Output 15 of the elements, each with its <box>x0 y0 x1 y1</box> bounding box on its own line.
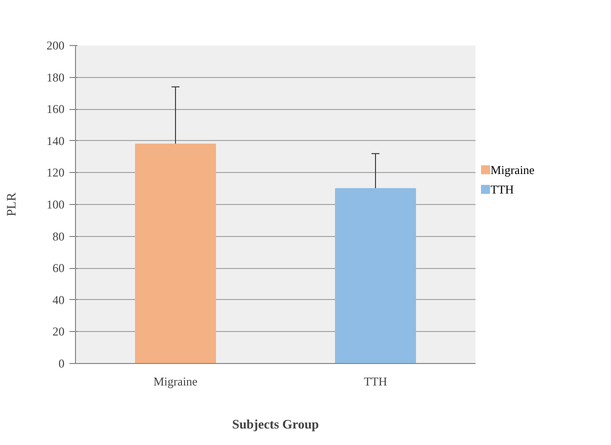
x-axis-title: Subjects Group <box>232 416 319 432</box>
y-tick-label: 100 <box>46 198 64 212</box>
y-axis-title: PLR <box>4 192 18 216</box>
legend-label: TTH <box>490 182 514 196</box>
y-tick-label: 140 <box>46 134 64 148</box>
y-tick-label: 200 <box>46 38 64 52</box>
y-tick-label: 40 <box>52 292 64 307</box>
y-tick-label: 120 <box>46 166 64 180</box>
y-tick-label: 180 <box>46 70 64 84</box>
y-tick-label: 60 <box>52 261 64 276</box>
y-tick-label: 0 <box>58 356 64 370</box>
y-tick-label: 160 <box>46 102 64 116</box>
legend-label: Migraine <box>490 162 534 177</box>
y-tick-label: 20 <box>52 324 64 339</box>
y-tick-label: 80 <box>52 229 64 244</box>
